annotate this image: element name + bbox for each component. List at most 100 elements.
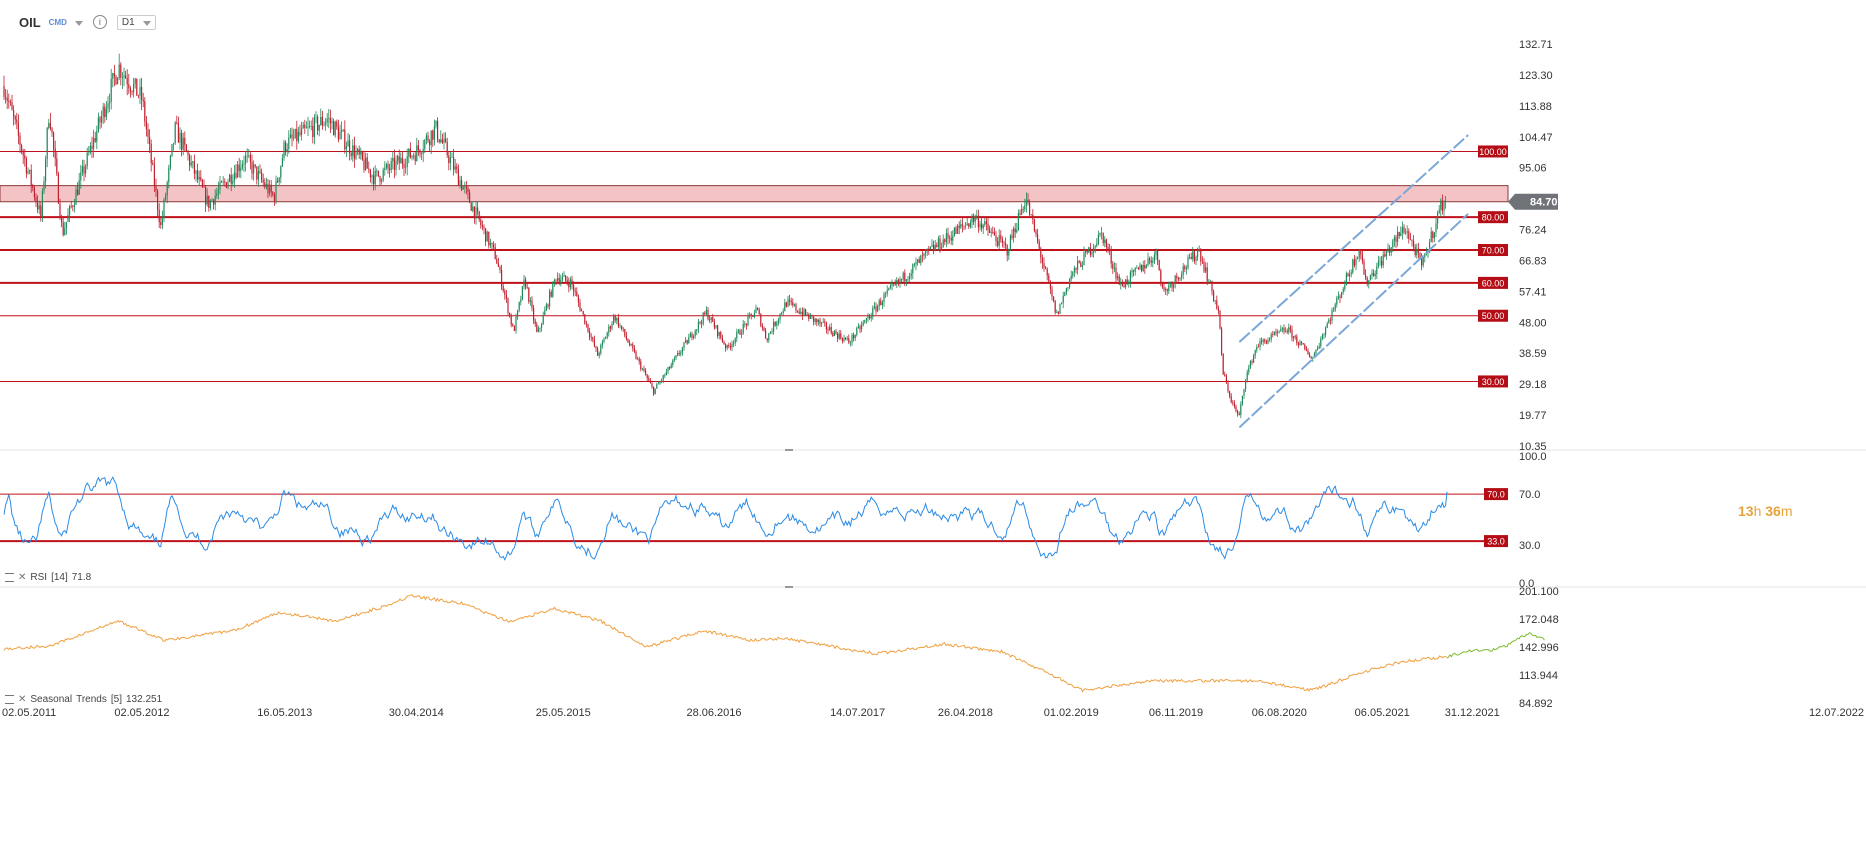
- candle-body: [400, 157, 402, 164]
- candle-body: [662, 375, 664, 381]
- candle-body: [560, 279, 562, 283]
- candle-body: [305, 127, 307, 129]
- candle-body: [1261, 341, 1263, 342]
- candle-body: [1405, 232, 1407, 234]
- close-icon[interactable]: ✕: [18, 572, 27, 583]
- candle-body: [301, 128, 303, 135]
- candle-body: [1189, 256, 1191, 258]
- candle-body: [585, 323, 587, 325]
- candle-body: [269, 184, 271, 194]
- candle-body: [459, 180, 461, 186]
- candle-body: [1056, 311, 1058, 313]
- candle-body: [8, 100, 10, 102]
- candle-body: [152, 163, 154, 165]
- chevron-down-icon[interactable]: [74, 20, 83, 26]
- candle-body: [373, 175, 375, 185]
- candle-body: [1038, 241, 1040, 249]
- candle-body: [913, 264, 915, 265]
- candle-body: [1035, 231, 1037, 235]
- candle-body: [781, 313, 783, 314]
- candle-body: [1179, 277, 1181, 280]
- countdown-hours: 13: [1738, 503, 1754, 519]
- candle-body: [760, 314, 762, 327]
- candle-body: [910, 273, 912, 277]
- candle-body: [1217, 308, 1219, 311]
- candle-body: [949, 237, 951, 239]
- candle-body: [1361, 254, 1363, 262]
- seasonal-value: 132.251: [125, 694, 163, 705]
- candle-body: [389, 168, 391, 171]
- candle-body: [40, 205, 42, 217]
- candle-body: [809, 314, 811, 319]
- time-axis-tick: 25.05.2015: [536, 707, 591, 719]
- candle-body: [1032, 214, 1034, 220]
- candle-body: [849, 342, 851, 344]
- candle-body: [886, 290, 888, 294]
- countdown-hours-unit: h: [1753, 503, 1762, 519]
- candle-body: [21, 145, 23, 152]
- candle-body: [865, 318, 867, 321]
- candle-body: [787, 299, 789, 307]
- timeframe-select[interactable]: D1: [116, 14, 156, 30]
- candle-body: [1321, 335, 1323, 339]
- candle-body: [974, 216, 976, 222]
- candle-body: [240, 167, 242, 171]
- candle-body: [627, 339, 629, 343]
- candle-body: [824, 321, 826, 323]
- candle-body: [1376, 266, 1378, 275]
- seasonal-indicator-label[interactable]: ✕ Seasonal Trends [5] 132.251: [5, 694, 162, 705]
- candle-body: [1339, 296, 1341, 298]
- candle-body: [109, 102, 111, 104]
- menu-icon[interactable]: [5, 573, 14, 582]
- candle-body: [1208, 281, 1210, 282]
- candle-body: [293, 137, 295, 139]
- candle-body: [904, 272, 906, 282]
- candle-body: [1078, 261, 1080, 263]
- candle-body: [1051, 288, 1053, 297]
- candle-body: [1137, 267, 1139, 270]
- candle-body: [1021, 209, 1023, 215]
- candle-body: [701, 323, 703, 324]
- close-icon[interactable]: ✕: [18, 694, 27, 705]
- candle-body: [1118, 276, 1120, 285]
- candle-body: [1297, 343, 1299, 345]
- time-axis-tick: 06.05.2021: [1355, 707, 1410, 719]
- candle-body: [1225, 376, 1227, 383]
- candle-body: [1115, 267, 1117, 279]
- candle-body: [406, 156, 408, 168]
- candle-body: [1432, 231, 1434, 238]
- candle-body: [104, 106, 106, 118]
- candle-body: [230, 174, 232, 184]
- candle-body: [969, 222, 971, 227]
- candle-body: [561, 276, 563, 280]
- candle-body: [278, 177, 280, 182]
- price-axis-tick: 29.18: [1519, 379, 1547, 391]
- candle-body: [1091, 252, 1093, 255]
- candle-body: [267, 184, 269, 194]
- candle-body: [419, 149, 421, 154]
- candle-body: [846, 338, 848, 340]
- candle-body: [611, 323, 613, 329]
- symbol-name[interactable]: OIL: [19, 14, 41, 30]
- candle-body: [333, 121, 335, 136]
- candle-body: [265, 184, 267, 188]
- candle-body: [693, 335, 695, 338]
- candle-body: [1048, 275, 1050, 284]
- candle-body: [936, 244, 938, 247]
- candle-body: [542, 314, 544, 325]
- candle-body: [43, 181, 45, 192]
- candle-body: [941, 247, 943, 249]
- candle-body: [334, 121, 336, 136]
- candle-body: [174, 122, 176, 143]
- candle-body: [1110, 250, 1112, 264]
- rsi-indicator-label[interactable]: ✕ RSI [14] 71.8: [5, 572, 91, 583]
- candle-body: [371, 175, 373, 178]
- menu-icon[interactable]: [5, 695, 14, 704]
- candle-body: [1286, 330, 1288, 333]
- candle-body: [773, 322, 775, 332]
- candle-body: [598, 353, 600, 356]
- info-icon[interactable]: i: [92, 15, 107, 29]
- candle-body: [478, 211, 480, 220]
- candle-body: [609, 326, 611, 329]
